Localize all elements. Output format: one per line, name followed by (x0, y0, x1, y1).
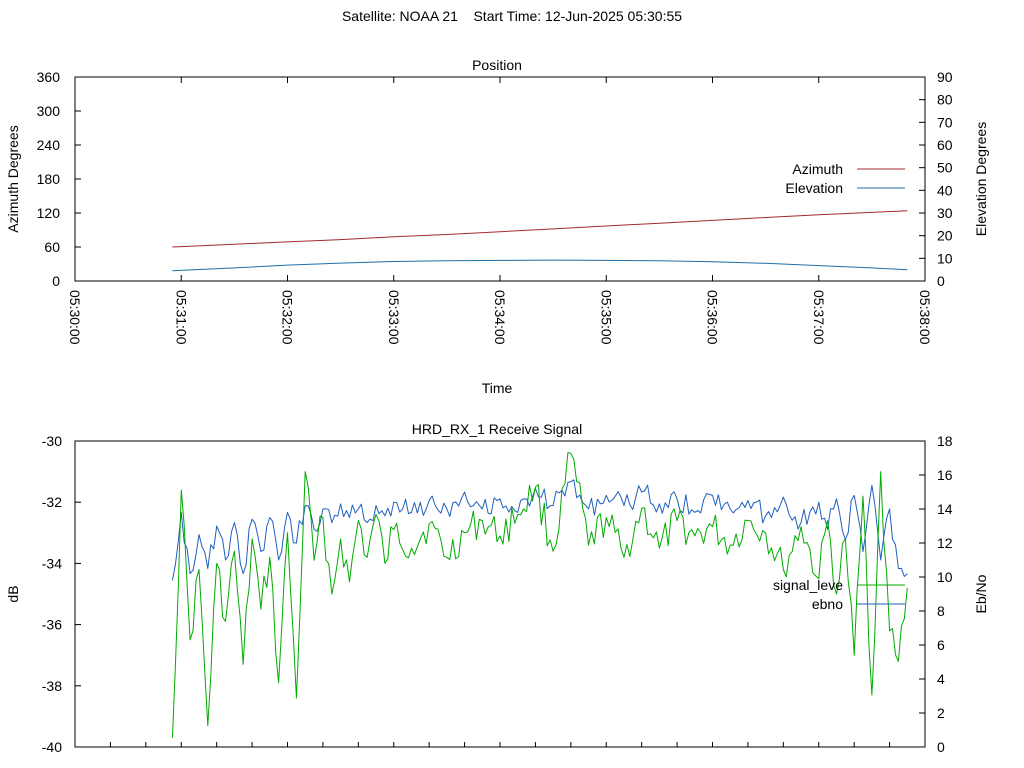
y-tick-label: -32 (42, 494, 62, 510)
y2-tick-label: 14 (937, 501, 953, 517)
y-tick-label: 360 (37, 69, 61, 85)
position-x-axis-label: Time (482, 380, 513, 396)
y2-tick-label: 6 (937, 637, 945, 653)
satellite-label: Satellite: NOAA 21 (341, 8, 458, 24)
y2-tick-label: 20 (937, 228, 953, 244)
y2-tick-label: 10 (937, 250, 953, 266)
x-tick-label: 05:34:00 (492, 290, 508, 345)
y-tick-label: -34 (42, 555, 62, 571)
y2-tick-label: 30 (937, 205, 953, 221)
x-tick-label: 05:36:00 (705, 290, 721, 345)
legend-label: Azimuth (792, 161, 843, 177)
y-tick-label: -36 (42, 617, 62, 633)
y2-tick-label: 90 (937, 69, 953, 85)
series-line-signal-leve (171, 452, 908, 738)
page-title: Satellite: NOAA 21 Start Time: 12-Jun-20… (0, 8, 1024, 24)
position-chart: Position Time Azimuth Degrees Elevation … (5, 57, 989, 396)
y2-tick-label: 16 (937, 467, 953, 483)
series-line-ebno (171, 479, 908, 581)
y-tick-label: 300 (37, 103, 61, 119)
y2-tick-label: 10 (937, 569, 953, 585)
x-tick-label: 05:33:00 (386, 290, 402, 345)
x-tick-label: 05:35:00 (598, 290, 614, 345)
y-tick-label: -30 (42, 433, 62, 449)
position-y-axis-label: Azimuth Degrees (5, 125, 21, 232)
position-y2-axis-label: Elevation Degrees (973, 122, 989, 236)
y-tick-label: 60 (44, 239, 60, 255)
y2-tick-label: 60 (937, 137, 953, 153)
y2-tick-label: 4 (937, 671, 945, 687)
legend-label: signal_leve (773, 577, 843, 593)
x-tick-label: 05:30:00 (67, 290, 83, 345)
y-tick-label: 120 (37, 205, 61, 221)
series-line-elevation (172, 259, 908, 272)
series-line-azimuth (172, 210, 908, 248)
y2-tick-label: 12 (937, 535, 953, 551)
y2-tick-label: 80 (937, 92, 953, 108)
signal-chart-title: HRD_RX_1 Receive Signal (412, 421, 582, 437)
x-tick-label: 05:32:00 (280, 290, 296, 345)
y2-tick-label: 18 (937, 433, 953, 449)
receive-signal-chart: HRD_RX_1 Receive Signal dB Eb/No -40 -38 -… (5, 421, 989, 755)
y2-tick-label: 50 (937, 160, 953, 176)
y-tick-label: -40 (42, 739, 62, 755)
y-tick-label: 240 (37, 137, 61, 153)
x-tick-label: 05:37:00 (811, 290, 827, 345)
y-tick-label: 180 (37, 171, 61, 187)
y2-tick-label: 70 (937, 114, 953, 130)
x-tick-label: 05:38:00 (917, 290, 933, 345)
position-plot-frame (74, 76, 926, 282)
signal-plot-frame (74, 440, 926, 748)
y2-tick-label: 40 (937, 182, 953, 198)
y2-tick-label: 0 (937, 739, 945, 755)
signal-y2-axis-label: Eb/No (973, 574, 989, 613)
legend-label: Elevation (785, 180, 843, 196)
position-chart-title: Position (472, 57, 522, 73)
signal-y-axis-label: dB (5, 585, 21, 602)
y-tick-label: 0 (52, 273, 60, 289)
y-tick-label: -38 (42, 678, 62, 694)
x-tick-label: 05:31:00 (173, 290, 189, 345)
y2-tick-label: 0 (937, 273, 945, 289)
legend-label: ebno (812, 596, 843, 612)
y2-tick-label: 2 (937, 705, 945, 721)
start-time-label: Start Time: 12-Jun-2025 05:30:55 (473, 8, 683, 24)
y2-tick-label: 8 (937, 603, 945, 619)
